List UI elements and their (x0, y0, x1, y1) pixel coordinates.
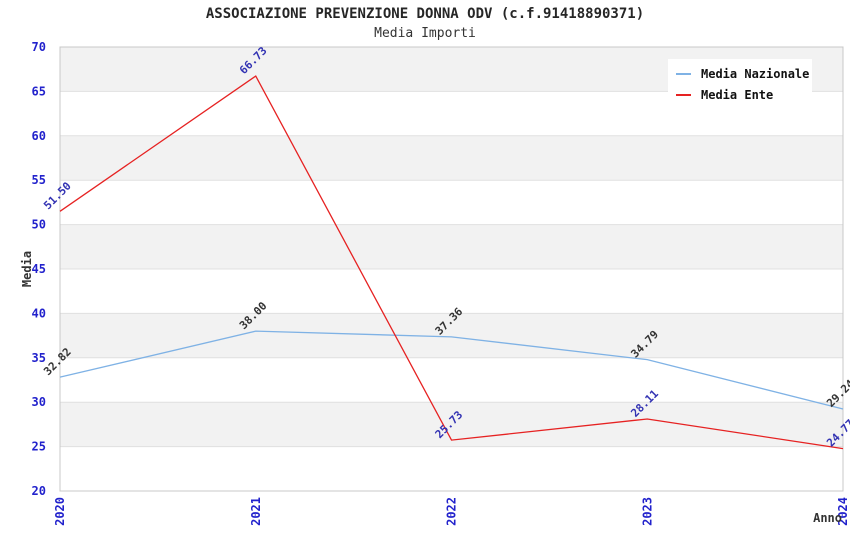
x-tick-label: 2021 (249, 497, 263, 526)
y-axis-tick-labels: 70 65 60 55 50 45 40 35 30 25 20 (32, 40, 46, 498)
y-tick-label: 70 (32, 40, 46, 54)
y-tick-label: 60 (32, 129, 46, 143)
x-tick-label: 2020 (53, 497, 67, 526)
y-tick-label: 45 (32, 262, 46, 276)
series-line-ente (59, 75, 844, 450)
legend: Media Nazionale Media Ente (668, 59, 812, 110)
x-axis-tick-labels: 2020 2021 2022 2023 2024 (53, 497, 850, 526)
legend-label-media-ente: Media Ente (701, 88, 774, 102)
plot-band (60, 224, 843, 269)
legend-line-swatch-nazionale (676, 73, 691, 75)
chart-subtitle: Media Importi (374, 26, 476, 41)
y-tick-label: 50 (32, 218, 46, 232)
y-tick-label: 40 (32, 306, 46, 320)
plot-band (60, 313, 843, 358)
y-tick-label: 65 (32, 84, 46, 98)
plot-band (60, 446, 843, 491)
legend-item-media-ente: Media Ente (676, 88, 802, 102)
x-axis-label: Anno (813, 511, 842, 525)
plot-band (60, 135, 843, 181)
legend-item-media-nazionale: Media Nazionale (676, 67, 809, 81)
plot-band (60, 180, 843, 225)
x-tick-label: 2024 (836, 497, 850, 526)
y-tick-label: 30 (32, 395, 46, 409)
plot-band (60, 269, 843, 314)
series-line-nazionale (59, 330, 844, 410)
x-tick-label: 2022 (445, 497, 459, 526)
x-tick-label: 2023 (640, 497, 654, 526)
chart-title: ASSOCIAZIONE PREVENZIONE DONNA ODV (c.f.… (205, 6, 645, 22)
plot-border (59, 46, 844, 492)
legend-line-swatch-ente (676, 94, 691, 96)
y-axis-label: Media (20, 251, 34, 287)
y-tick-label: 25 (32, 440, 46, 454)
y-tick-label: 55 (32, 173, 46, 187)
background-bands (60, 47, 843, 491)
plot-band (60, 357, 843, 403)
y-tick-label: 35 (32, 351, 46, 365)
legend-label-media-nazionale: Media Nazionale (701, 67, 810, 81)
y-tick-label: 20 (32, 484, 46, 498)
